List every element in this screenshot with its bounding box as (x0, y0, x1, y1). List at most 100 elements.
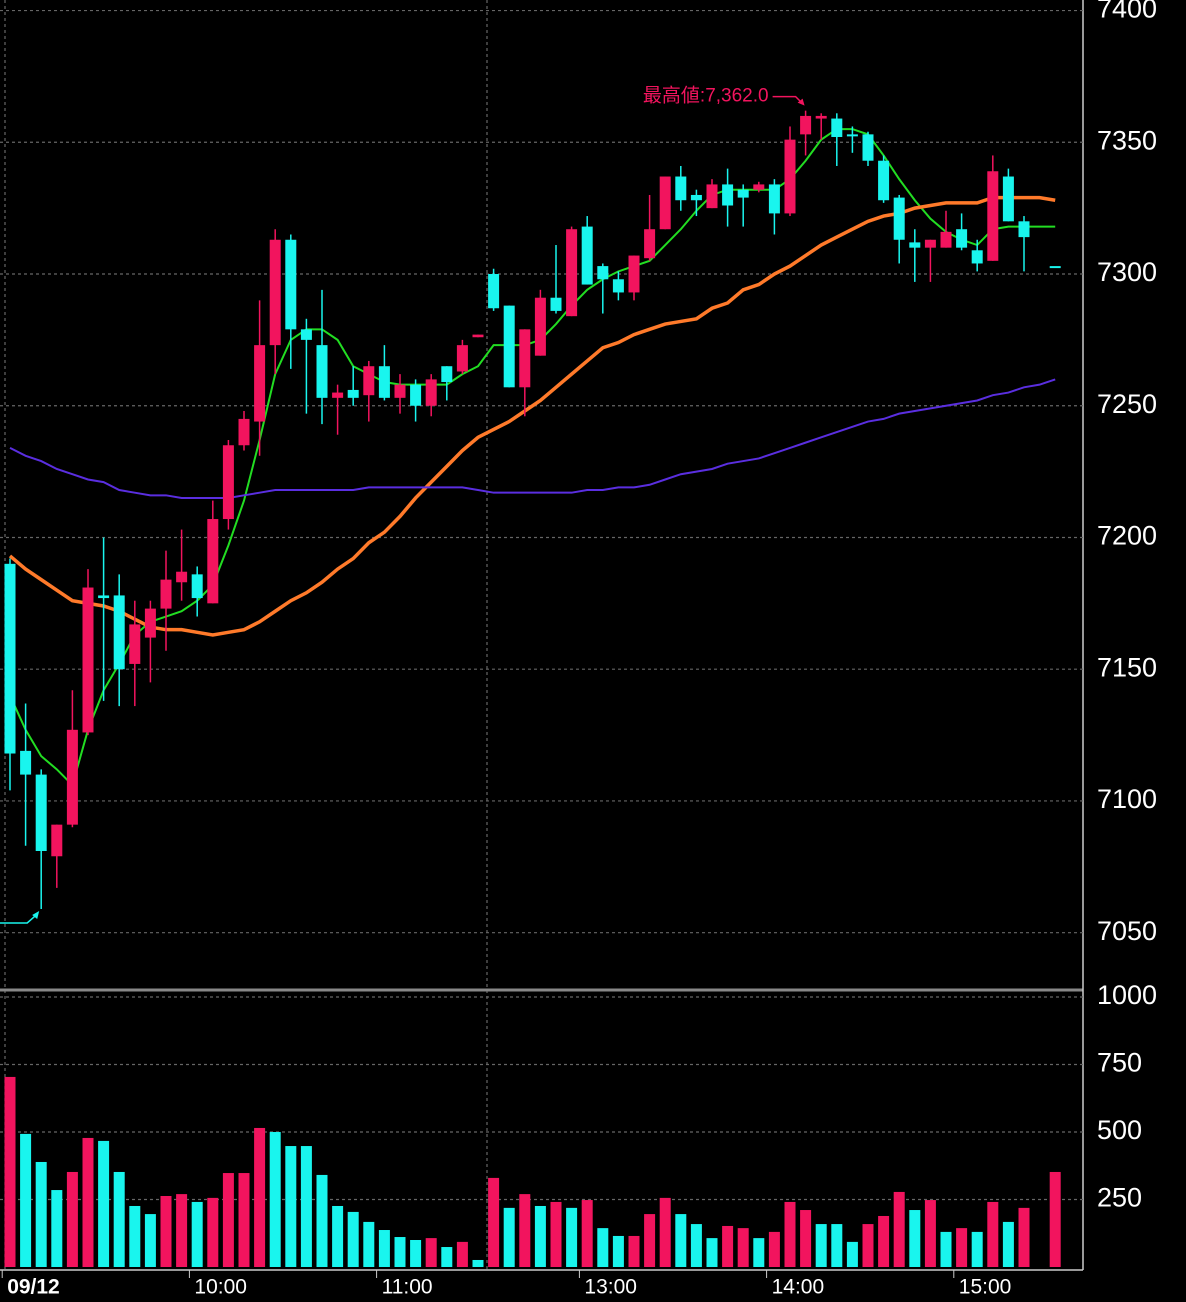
y-tick-label: 7300 (1097, 257, 1157, 287)
candle-body (160, 579, 172, 609)
candle-body (222, 445, 234, 520)
volume-bar (831, 1224, 843, 1267)
candle-body (831, 118, 843, 138)
candle-body (82, 587, 94, 733)
volume-bar (987, 1201, 999, 1267)
volume-bar (971, 1231, 983, 1267)
candle-body (753, 184, 765, 190)
volume-bar (66, 1171, 78, 1267)
volume-bar (1049, 1171, 1061, 1267)
x-tick-label: 14:00 (772, 1276, 825, 1299)
volume-bar (207, 1197, 219, 1267)
candle-body (862, 134, 874, 161)
low-arrowhead (32, 910, 40, 919)
volume-bar (51, 1190, 63, 1267)
y-tick-label: 1000 (1097, 980, 1157, 1010)
candle-body (722, 184, 734, 206)
candle-body (176, 571, 188, 583)
candle-body (956, 229, 968, 248)
low-arrow (0, 915, 36, 924)
volume-bar (940, 1231, 952, 1267)
candle-body (534, 297, 546, 356)
volume-bar (410, 1240, 422, 1267)
volume-bar (191, 1201, 203, 1267)
y-tick-label: 7050 (1097, 916, 1157, 946)
y-tick-label: 7100 (1097, 784, 1157, 814)
candle-body (519, 329, 531, 388)
volume-bar (800, 1210, 812, 1267)
volume-bar (222, 1173, 234, 1267)
candle-body (456, 345, 468, 372)
moving-average (8, 195, 1056, 637)
candle-body (581, 226, 593, 285)
candle-body (800, 115, 812, 135)
moving-average (9, 128, 1056, 788)
candle-body (893, 197, 905, 240)
y-tick-label: 7350 (1097, 125, 1157, 155)
volume-bar (1018, 1207, 1030, 1267)
volume-bar (784, 1201, 796, 1267)
volume-bar (488, 1177, 500, 1267)
volume-bar (347, 1211, 359, 1267)
candle-body (363, 366, 375, 396)
volume-bar (566, 1207, 578, 1267)
volume-bar (893, 1191, 905, 1267)
candle-body (488, 274, 500, 309)
volume-bar (909, 1210, 921, 1267)
candle-body (846, 134, 858, 137)
volume-bar (176, 1194, 188, 1267)
volume-bar (753, 1238, 765, 1267)
candle-body (51, 824, 63, 857)
candle-body (207, 519, 219, 604)
volume-bar (300, 1146, 312, 1267)
candle-body (254, 345, 266, 422)
volume-bar (706, 1238, 718, 1267)
y-tick-label: 7200 (1097, 521, 1157, 551)
candle-body (410, 384, 422, 406)
y-tick-label: 500 (1097, 1115, 1142, 1145)
candle-body (768, 184, 780, 214)
volume-bar (534, 1205, 546, 1267)
candle-body (597, 266, 609, 280)
candle-body (66, 729, 78, 825)
volume-bar (690, 1224, 702, 1267)
volume-bar (612, 1235, 624, 1267)
volume-bar (722, 1225, 734, 1267)
volume-bar (550, 1201, 562, 1267)
annotation-arrowhead (797, 98, 805, 106)
candle-body (612, 279, 624, 293)
volume-bar (503, 1207, 515, 1267)
x-tick-label: 09/12 (7, 1276, 60, 1299)
y-tick-label: 7400 (1097, 0, 1157, 24)
x-tick-label: 15:00 (959, 1276, 1012, 1299)
candle-body (472, 334, 484, 338)
volume-bar (659, 1197, 671, 1267)
candle-body (441, 366, 453, 383)
x-tick-label: 10:00 (194, 1276, 247, 1299)
candle-body (269, 239, 281, 346)
candle-body (503, 305, 515, 388)
volume-bar (878, 1215, 890, 1267)
candle-body (675, 176, 687, 201)
volume-bar (378, 1230, 390, 1267)
volume-bar (160, 1195, 172, 1267)
candle-body (644, 229, 656, 259)
volume-bar (98, 1140, 110, 1267)
volume-bar (581, 1200, 593, 1267)
candle-body (1018, 221, 1030, 238)
candle-body (113, 595, 125, 670)
volume-bar (644, 1214, 656, 1267)
moving-average (9, 378, 1056, 499)
candle-body (378, 366, 390, 398)
candle-body (784, 139, 796, 214)
volume-bar (113, 1171, 125, 1267)
volume-bar (862, 1224, 874, 1267)
y-tick-label: 750 (1097, 1048, 1142, 1078)
volume-bar (768, 1231, 780, 1267)
candle-body (971, 250, 983, 264)
volume-bar (628, 1235, 640, 1267)
candle-body (20, 750, 32, 775)
volume-bar (285, 1146, 297, 1267)
volume-bar (394, 1237, 406, 1267)
volume-bar (924, 1200, 936, 1267)
